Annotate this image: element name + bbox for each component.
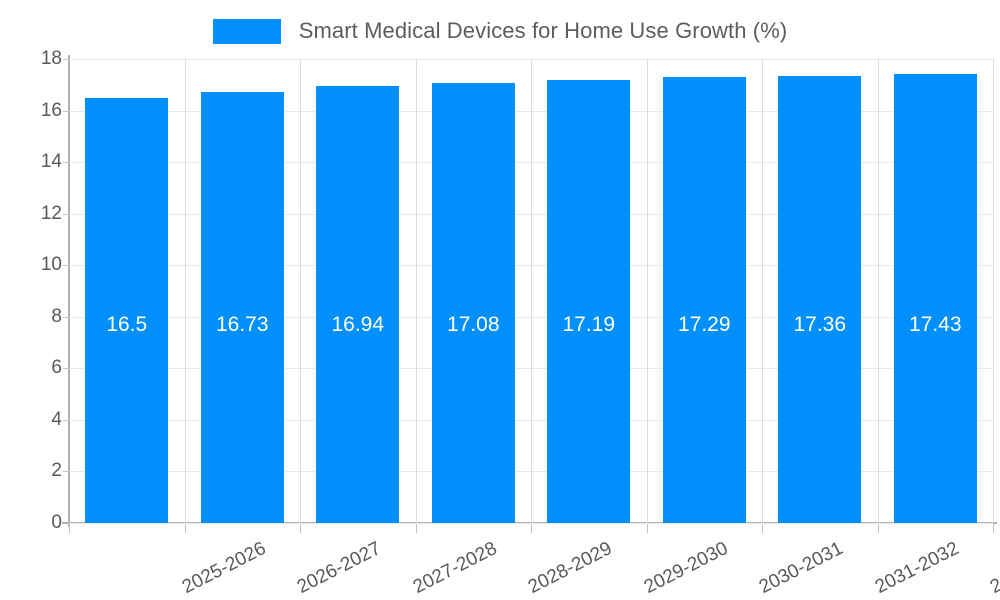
x-axis-tick-mark — [416, 524, 417, 533]
gridline-vertical — [531, 59, 532, 523]
bar-data-label: 16.94 — [331, 313, 385, 337]
x-axis-tick-label: 2031-2032 — [871, 538, 963, 598]
x-axis-tick-label: 2028-2029 — [525, 538, 616, 598]
x-axis-tick-mark — [647, 524, 648, 533]
bar[interactable]: 17.29 — [662, 77, 746, 523]
gridline-vertical — [878, 59, 879, 523]
x-axis-tick-label: 2032-2033 — [987, 538, 1000, 598]
y-axis-tick-label: 12 — [40, 202, 62, 224]
y-axis-tick-mark — [63, 316, 70, 318]
x-axis-tick-label: 2025-2026 — [178, 538, 270, 598]
x-axis-tick-label: 2029-2030 — [640, 538, 732, 598]
legend-color-swatch[interactable] — [212, 18, 281, 44]
y-axis-labels: 0 2 4 6 8 10 12 14 16 18 — [0, 48, 70, 533]
y-axis-tick-label: 18 — [40, 48, 62, 69]
x-axis-tick-label: 2026-2027 — [294, 538, 385, 598]
x-axis-tick-mark — [300, 524, 301, 533]
gridline-vertical — [300, 59, 301, 523]
y-axis-tick-label: 2 — [51, 460, 62, 482]
x-axis-tick-mark — [762, 524, 763, 533]
plot-area: 16.5 16.73 16.94 17.08 17.19 17.29 17.36 17.43 — [69, 59, 994, 524]
x-axis-tick-mark — [531, 524, 532, 533]
y-axis-tick-label: 4 — [51, 408, 62, 430]
gridline-vertical — [647, 59, 648, 523]
bar-data-label: 17.19 — [562, 313, 616, 337]
bar-data-label: 16.73 — [215, 313, 269, 337]
gridline-vertical — [762, 59, 763, 523]
gridline-vertical — [185, 59, 186, 523]
x-axis-labels: 2025-2026 2026-2027 2027-2028 2028-2029 2029… — [69, 524, 1000, 600]
bar[interactable]: 16.5 — [85, 97, 169, 523]
bar-data-label: 17.36 — [793, 313, 847, 337]
y-axis-tick-label: 16 — [40, 99, 62, 121]
y-axis-tick-label: 0 — [51, 512, 62, 533]
bar[interactable]: 17.19 — [547, 79, 631, 523]
y-axis-tick-label: 10 — [40, 254, 62, 276]
y-axis-tick-mark — [63, 419, 70, 421]
bar-data-label: 17.43 — [908, 313, 962, 337]
y-axis-tick-mark — [63, 59, 70, 60]
legend-label[interactable]: Smart Medical Devices for Home Use Growt… — [298, 18, 788, 43]
bar[interactable]: 17.08 — [431, 82, 515, 523]
x-axis-tick-mark — [993, 524, 994, 533]
x-axis-tick-mark — [878, 524, 879, 533]
x-axis-tick-label: 2030-2031 — [756, 538, 847, 598]
y-axis-tick-label: 14 — [40, 151, 62, 173]
y-axis-tick-mark — [63, 213, 70, 215]
bar-data-label: 16.5 — [106, 313, 148, 337]
y-axis-tick-label: 8 — [51, 305, 62, 327]
y-axis-tick-mark — [63, 162, 70, 164]
y-axis-line — [68, 55, 70, 527]
bar[interactable]: 17.36 — [778, 75, 862, 523]
gridline-vertical — [993, 59, 994, 523]
x-axis-tick-label: 2027-2028 — [409, 538, 501, 598]
y-axis-tick-label: 6 — [51, 357, 62, 379]
bar[interactable]: 16.94 — [316, 86, 400, 523]
bar-data-label: 17.08 — [446, 313, 500, 337]
y-axis-tick-mark — [63, 265, 70, 267]
x-axis-tick-mark — [69, 524, 70, 533]
y-axis-tick-mark — [63, 471, 70, 473]
x-axis-tick-mark — [185, 524, 186, 533]
chart-legend: Smart Medical Devices for Home Use Growt… — [0, 10, 1000, 52]
bar-data-label: 17.29 — [677, 313, 731, 337]
bar[interactable]: 17.43 — [893, 73, 977, 523]
bar[interactable]: 16.73 — [200, 91, 284, 523]
y-axis-tick-mark — [63, 368, 70, 370]
y-axis-tick-mark — [63, 110, 70, 112]
gridline-horizontal — [69, 523, 993, 524]
gridline-vertical — [416, 59, 417, 523]
